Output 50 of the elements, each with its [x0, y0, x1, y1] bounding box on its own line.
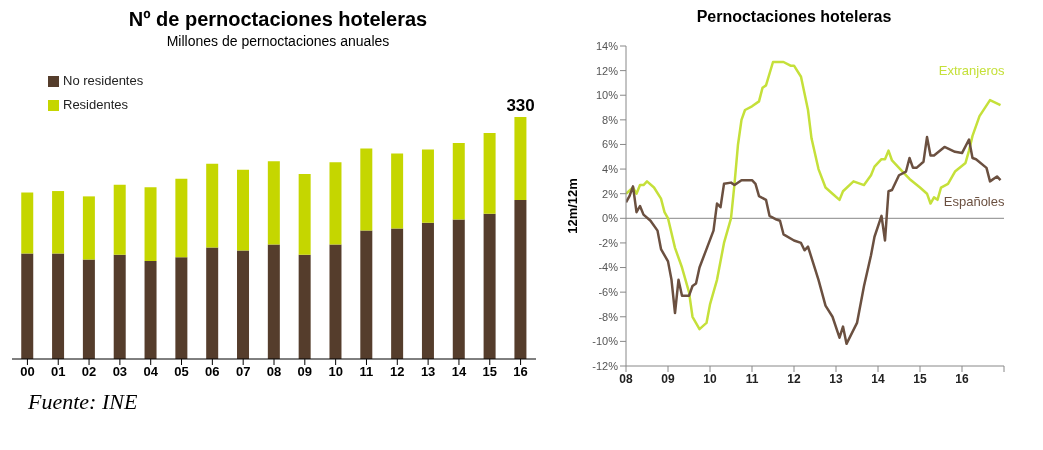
x-tick-label: 01 [51, 364, 66, 380]
y-tick-label: 8% [602, 113, 619, 126]
x-tick-label: 08 [619, 371, 633, 386]
x-tick-label: 09 [661, 371, 675, 386]
x-tick-label: 10 [703, 371, 717, 386]
chart-title: Pernoctaciones hoteleras [695, 8, 893, 26]
x-tick-label: 16 [513, 364, 528, 380]
x-tick-label: 09 [297, 364, 313, 380]
annotation: 330 [506, 96, 535, 115]
y-tick-label: 0% [602, 212, 619, 225]
x-tick-label: 15 [482, 364, 497, 380]
text: Extranjeros [938, 63, 1005, 79]
x-tick-label: 08 [266, 364, 282, 380]
x-tick-label: 14 [451, 364, 467, 380]
y-tick-label: -6% [598, 286, 619, 299]
y-tick-label: -2% [598, 236, 619, 249]
x-tick-label: 02 [81, 364, 97, 380]
x-tick-label: 11 [745, 371, 759, 386]
x-tick-label: 04 [143, 364, 159, 380]
chart-title: Nº de pernoctaciones hoteleras [127, 8, 429, 31]
chart-subtitle: Millones de pernoctaciones anuales [165, 33, 391, 49]
y-tick-label: 14% [595, 39, 619, 52]
series-label: Españoles [943, 194, 1005, 210]
x-tick-label: 06 [205, 364, 220, 380]
y-tick-label: 2% [602, 187, 619, 200]
y-tick-label: -12% [592, 359, 619, 372]
x-tick-label: 00 [20, 364, 35, 380]
x-tick-label: 05 [174, 364, 189, 380]
x-tick-label: 12 [787, 371, 801, 386]
y-tick-label: 6% [602, 138, 619, 151]
x-tick-label: 13 [829, 371, 843, 386]
legend-label: No residentes [63, 73, 144, 88]
y-tick-label: -4% [598, 261, 619, 274]
x-tick-label: 11 [359, 364, 374, 380]
y-tick-label: -8% [598, 310, 619, 323]
y-tick-label: 12% [595, 64, 619, 77]
y-tick-label: 4% [602, 162, 619, 175]
x-tick-label: 14 [871, 371, 885, 386]
y-tick-label: 10% [595, 89, 619, 102]
x-tick-label: 15 [913, 371, 927, 386]
y-axis-title: 12m/12m [564, 178, 580, 234]
y-tick-label: -10% [592, 335, 619, 348]
x-tick-label: 13 [420, 364, 436, 380]
x-tick-label: 03 [112, 364, 128, 380]
x-tick-label: 07 [235, 364, 251, 380]
x-tick-label: 12 [390, 364, 405, 380]
x-tick-label: 10 [328, 364, 343, 380]
source-note: Fuente: INE [28, 389, 139, 415]
x-tick-label: 16 [955, 371, 969, 386]
legend-label: Residentes [63, 97, 129, 112]
